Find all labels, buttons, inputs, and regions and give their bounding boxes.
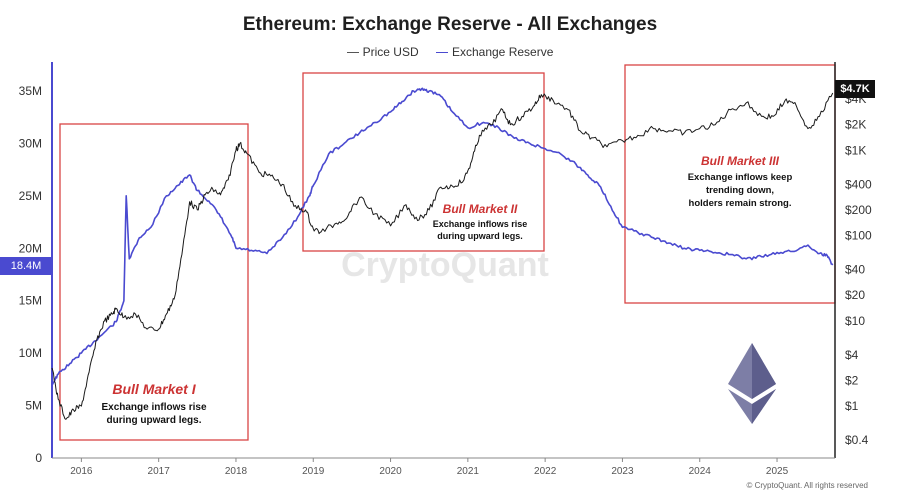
right-tick-label: $4 — [845, 348, 859, 362]
right-tick-label: $400 — [845, 177, 872, 191]
x-tick-label: 2023 — [611, 466, 634, 477]
annotation-line: Exchange inflows keep — [687, 172, 793, 183]
right-tick-label: $2 — [845, 373, 859, 387]
right-tick-label: $20 — [845, 288, 865, 302]
left-tick-label: 25M — [19, 189, 42, 203]
left-tick-label: 30M — [19, 136, 42, 150]
annotation-line: during upward legs. — [106, 415, 202, 426]
right-tick-label: $2K — [845, 118, 866, 132]
annotation-text-bull-3: Exchange inflows keep trending down, hol… — [675, 171, 805, 210]
legend-item-reserve[interactable]: Exchange Reserve — [435, 45, 554, 59]
right-tick-label: $1 — [845, 399, 859, 413]
annotation-line: during upward legs. — [437, 231, 523, 241]
ethereum-icon — [728, 343, 776, 424]
left-tick-label: 10M — [19, 346, 42, 360]
legend-label-price: Price USD — [362, 45, 419, 59]
annotation-line: trending down, — [705, 185, 775, 196]
series-line-price-usd — [51, 92, 834, 420]
x-tick-label: 2018 — [225, 466, 248, 477]
right-tick-label: $100 — [845, 229, 872, 243]
annotation-text-bull-1: Exchange inflows rise during upward legs… — [60, 401, 248, 427]
x-tick-label: 2019 — [302, 466, 325, 477]
annotation-box-bull-1 — [59, 123, 249, 441]
left-tick-label: 35M — [19, 84, 42, 98]
watermark: CryptoQuant — [341, 246, 549, 284]
annotation-line: Exchange inflows rise — [432, 219, 528, 229]
annotation-line: Exchange inflows rise — [101, 402, 207, 413]
annotation-line: holders remain strong. — [688, 198, 792, 209]
annotation-box-bull-2 — [302, 72, 545, 252]
annotation-title-bull-2: Bull Market II — [442, 202, 518, 216]
legend-label-reserve: Exchange Reserve — [451, 45, 554, 59]
annotation-title-bull-1: Bull Market I — [112, 381, 196, 397]
chart-title: Ethereum: Exchange Reserve - All Exchang… — [242, 14, 658, 35]
annotation-text-bull-2: Exchange inflows rise during upward legs… — [420, 218, 540, 242]
x-tick-label: 2022 — [534, 466, 557, 477]
right-tick-label: $200 — [845, 203, 872, 217]
right-tick-label: $1K — [845, 143, 866, 157]
current-price-badge: $4.7K — [835, 80, 875, 98]
right-tick-label: $10 — [845, 314, 865, 328]
right-tick-label: $0.4 — [845, 433, 869, 447]
left-tick-label: 20M — [19, 241, 42, 255]
left-tick-label: 15M — [19, 294, 42, 308]
series-line-exchange-reserve — [51, 87, 834, 386]
x-tick-label: 2024 — [689, 466, 712, 477]
right-tick-label: $40 — [845, 263, 865, 277]
legend: Price USD Exchange Reserve — [0, 45, 900, 59]
legend-swatch-price — [346, 52, 359, 54]
current-reserve-badge: 18.4M — [0, 257, 52, 275]
x-tick-label: 2020 — [379, 466, 402, 477]
copyright-footer: © CryptoQuant. All rights reserved — [746, 481, 869, 490]
x-tick-label: 2016 — [70, 466, 93, 477]
x-tick-label: 2025 — [766, 466, 789, 477]
left-tick-label: 0 — [35, 451, 42, 465]
x-tick-label: 2017 — [148, 466, 171, 477]
legend-item-price[interactable]: Price USD — [346, 45, 419, 59]
x-tick-label: 2021 — [457, 466, 480, 477]
left-tick-label: 5M — [25, 399, 42, 413]
annotation-title-bull-3: Bull Market III — [700, 154, 780, 168]
legend-swatch-reserve — [435, 52, 448, 54]
